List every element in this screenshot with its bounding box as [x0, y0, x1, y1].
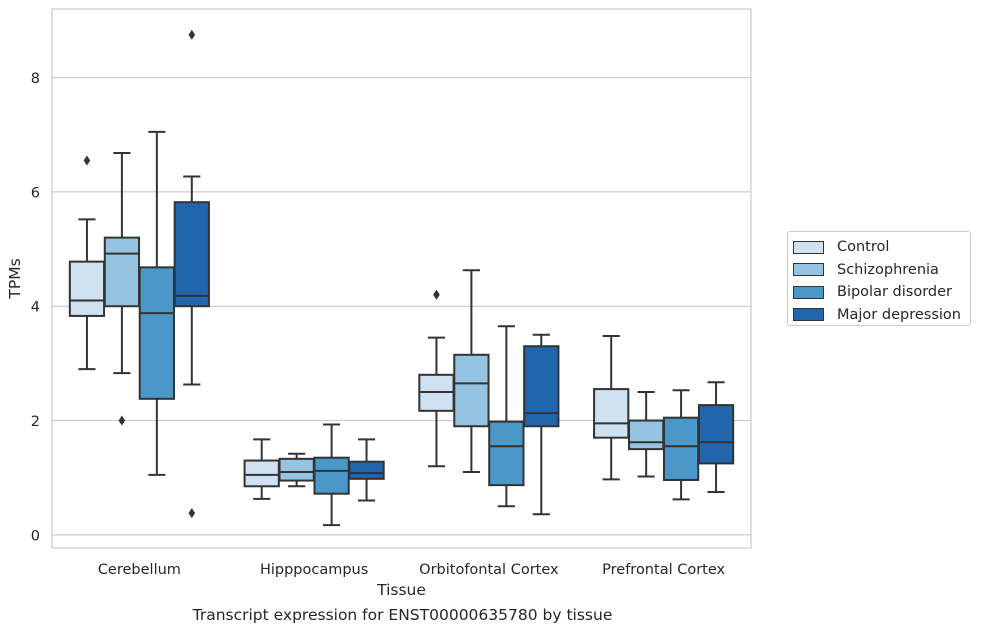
x-tick-label: Prefrontal Cortex: [602, 562, 725, 578]
legend-swatch: [793, 308, 824, 322]
box-iqr: [453, 353, 490, 428]
y-tick-label: 8: [31, 71, 40, 87]
x-tick-label: Hipppocampus: [260, 562, 368, 578]
outlier-point: [83, 155, 91, 166]
y-axis-title: TPMs: [6, 258, 24, 299]
outlier-point: [433, 289, 440, 300]
legend-label: Schizophrenia: [837, 261, 939, 278]
y-tick-label: 0: [31, 528, 40, 544]
box-iqr: [173, 201, 210, 308]
box-control: [418, 289, 455, 468]
outlier-point: [188, 508, 196, 519]
y-tick-label: 2: [31, 414, 40, 430]
legend-item: Major depression: [793, 304, 970, 327]
box-schizophrenia: [628, 390, 665, 478]
box-schizophrenia: [278, 452, 315, 488]
legend-label: Major depression: [837, 306, 961, 323]
box-bipolar-disorder: [662, 389, 700, 501]
legend-item: Control: [793, 236, 970, 259]
box-iqr: [68, 260, 106, 317]
legend-swatch: [793, 240, 824, 254]
box-control: [593, 334, 630, 481]
outlier-point: [118, 415, 126, 426]
chart-caption: Transcript expression for ENST0000063578…: [192, 606, 613, 624]
box-iqr: [103, 236, 141, 308]
box-iqr: [348, 460, 385, 480]
box-control: [243, 438, 280, 500]
outlier-point: [188, 29, 196, 40]
x-axis-title: Tissue: [376, 581, 426, 599]
box-major-depression: [348, 438, 385, 502]
legend-label: Bipolar disorder: [837, 284, 952, 301]
x-axis-ticks: Cerebellum Hipppocampus Orbitofontal Corte…: [98, 562, 726, 578]
box-bipolar-disorder: [138, 130, 175, 476]
box-schizophrenia: [103, 152, 141, 426]
legend-swatch: [793, 263, 824, 277]
legend-swatch: [793, 285, 824, 299]
box-control: [68, 155, 106, 371]
y-tick-label: 4: [31, 300, 40, 316]
plot-area: [51, 8, 752, 549]
x-tick-label: Cerebellum: [98, 562, 181, 578]
legend-item: Bipolar disorder: [793, 281, 970, 304]
x-tick-label: Orbitofontal Cortex: [419, 562, 559, 578]
box-bipolar-disorder: [488, 325, 525, 508]
box-major-depression: [173, 29, 210, 519]
box-iqr: [628, 419, 665, 451]
legend: Control Schizophrenia Bipolar disorder Majo…: [787, 231, 971, 326]
box-iqr: [138, 266, 175, 400]
box-iqr: [523, 345, 560, 428]
box-major-depression: [697, 381, 735, 493]
box-iqr: [662, 416, 700, 481]
y-axis-ticks: 0 2 4 6 8: [31, 71, 40, 544]
legend-label: Control: [837, 239, 890, 256]
box-bipolar-disorder: [313, 423, 350, 527]
box-iqr: [243, 459, 280, 488]
legend-item: Schizophrenia: [793, 259, 970, 282]
box-iqr: [697, 404, 735, 465]
box-major-depression: [523, 333, 560, 516]
box-iqr: [313, 456, 350, 495]
box-schizophrenia: [453, 269, 490, 473]
box-iqr: [278, 457, 315, 482]
y-tick-label: 6: [31, 185, 40, 201]
boxplots: [68, 29, 735, 527]
box-iqr: [593, 388, 630, 439]
box-iqr: [488, 420, 525, 487]
